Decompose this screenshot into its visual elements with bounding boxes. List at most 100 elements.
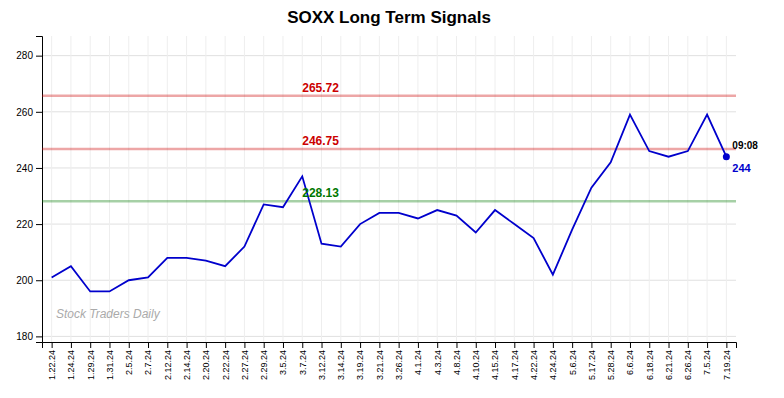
- tick-label: 240: [16, 163, 33, 174]
- grid-line: [437, 36, 438, 342]
- reference-label: 246.75: [302, 134, 339, 148]
- tick-mark: [707, 342, 708, 348]
- tick: 4.17.24: [510, 342, 520, 380]
- tick-label: 3.5.24: [278, 350, 288, 375]
- tick-label: 2.14.24: [182, 350, 192, 380]
- axis-line: [36, 37, 43, 343]
- tick-label: 180: [16, 331, 33, 342]
- tick: 180: [16, 331, 42, 342]
- grid-line: [244, 36, 245, 342]
- tick-mark: [283, 342, 284, 348]
- tick: 2.22.24: [221, 342, 231, 380]
- tick: 6.21.24: [664, 342, 674, 380]
- reference-line: [42, 200, 736, 203]
- tick: 5.6.24: [568, 342, 578, 375]
- grid-line: [687, 36, 688, 342]
- tick-mark: [514, 342, 515, 348]
- tick-label: 3.26.24: [394, 350, 404, 380]
- tick: 2.7.24: [143, 342, 153, 375]
- tick-label: 6.26.24: [683, 350, 693, 380]
- tick: 2.20.24: [201, 342, 211, 380]
- tick-label: 4.17.24: [510, 350, 520, 380]
- tick-label: 4.1.24: [413, 350, 423, 375]
- tick: 1.29.24: [86, 342, 96, 380]
- tick: 4.3.24: [433, 342, 443, 375]
- tick-mark: [36, 336, 42, 337]
- reference-line: [42, 94, 736, 97]
- tick-mark: [418, 342, 419, 348]
- tick-label: 5.28.24: [606, 350, 616, 380]
- watermark: Stock Traders Daily: [56, 307, 161, 321]
- tick-mark: [71, 342, 72, 348]
- tick-label: 4.22.24: [529, 350, 539, 380]
- grid-line: [707, 36, 708, 342]
- grid-line: [42, 280, 736, 281]
- grid-line: [42, 111, 736, 112]
- tick-mark: [109, 342, 110, 348]
- axis-line: [43, 343, 737, 349]
- annotation-price: 244: [732, 162, 751, 174]
- tick-label: 1.31.24: [105, 350, 115, 380]
- annotations: 265.72246.75228.1309:08244Stock Traders …: [56, 81, 758, 321]
- tick: 3.14.24: [336, 342, 346, 380]
- grid-line: [148, 36, 149, 342]
- tick-mark: [437, 342, 438, 348]
- tick-mark: [630, 342, 631, 348]
- grid-line: [205, 36, 206, 342]
- tick: 4.8.24: [452, 342, 462, 375]
- tick-label: 2.29.24: [259, 350, 269, 380]
- y-axis: 180200220240260280: [16, 37, 42, 343]
- grid-line: [70, 36, 71, 342]
- tick: 260: [16, 106, 42, 117]
- grid-line: [360, 36, 361, 342]
- tick-label: 4.8.24: [452, 350, 462, 375]
- grid-line: [90, 36, 91, 342]
- tick-label: 6.18.24: [645, 350, 655, 380]
- tick: 4.15.24: [490, 342, 500, 380]
- tick: 4.1.24: [413, 342, 423, 375]
- tick-label: 1.24.24: [66, 350, 76, 380]
- grid: [42, 36, 736, 342]
- tick-mark: [206, 342, 207, 348]
- tick-label: 1.22.24: [47, 350, 57, 380]
- reference-label: 265.72: [302, 81, 339, 95]
- tick: 5.28.24: [606, 342, 616, 380]
- grid-line: [340, 36, 341, 342]
- grid-line: [167, 36, 168, 342]
- tick-mark: [264, 342, 265, 348]
- tick-mark: [360, 342, 361, 348]
- price-line: [52, 115, 727, 292]
- x-axis: 1.22.24 1.24.24 1.29.24 1.31.24 2.5.24 2.7.24…: [43, 342, 737, 380]
- tick-label: 1.29.24: [86, 350, 96, 380]
- tick-mark: [90, 342, 91, 348]
- data-area: [42, 96, 736, 292]
- grid-line: [42, 55, 736, 56]
- tick-mark: [611, 342, 612, 348]
- grid-line: [572, 36, 573, 342]
- grid-line: [475, 36, 476, 342]
- grid-line: [42, 224, 736, 225]
- tick-mark: [399, 342, 400, 348]
- tick-label: 3.21.24: [375, 350, 385, 380]
- tick: 6.6.24: [625, 342, 635, 375]
- tick-mark: [129, 342, 130, 348]
- grid-line: [398, 36, 399, 342]
- tick-label: 4.3.24: [433, 350, 443, 375]
- grid-line: [42, 336, 736, 337]
- tick-label: 4.24.24: [548, 350, 558, 380]
- grid-line: [726, 36, 727, 342]
- tick-label: 2.12.24: [163, 350, 173, 380]
- tick: 7.19.24: [722, 342, 732, 380]
- tick: 200: [16, 275, 42, 286]
- tick-label: 2.22.24: [221, 350, 231, 380]
- tick-label: 7.5.24: [702, 350, 712, 375]
- tick: 6.18.24: [645, 342, 655, 380]
- tick-label: 220: [16, 219, 33, 230]
- tick: 2.5.24: [124, 342, 134, 375]
- grid-line: [42, 167, 736, 168]
- title: SOXX Long Term Signals: [287, 8, 491, 27]
- tick-mark: [688, 342, 689, 348]
- tick: 240: [16, 163, 42, 174]
- tick: 3.7.24: [298, 342, 308, 375]
- tick: 3.5.24: [278, 342, 288, 375]
